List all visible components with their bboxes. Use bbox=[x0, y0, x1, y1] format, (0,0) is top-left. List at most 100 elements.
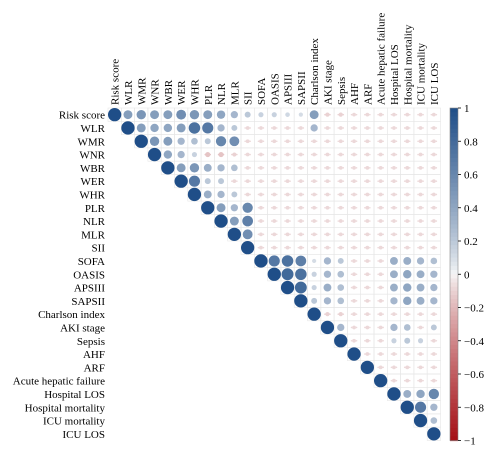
correlation-circle bbox=[242, 215, 254, 227]
negative-mark bbox=[390, 233, 393, 236]
negative-mark bbox=[355, 233, 358, 236]
negative-mark bbox=[403, 233, 406, 236]
correlation-circle bbox=[337, 270, 345, 278]
negative-mark bbox=[244, 127, 246, 129]
colorbar-segment bbox=[450, 220, 458, 225]
negative-mark bbox=[262, 206, 265, 209]
correlation-circle bbox=[431, 205, 436, 210]
negative-mark bbox=[275, 140, 278, 143]
colorbar-segment bbox=[450, 344, 458, 350]
colorbar-tick-label: 0.2 bbox=[464, 236, 478, 248]
correlation-circle bbox=[378, 325, 383, 330]
negative-mark bbox=[382, 326, 384, 329]
negative-mark bbox=[430, 246, 433, 249]
negative-mark bbox=[297, 193, 300, 196]
negative-mark bbox=[329, 113, 331, 116]
negative-mark bbox=[222, 153, 225, 156]
negative-mark bbox=[435, 353, 438, 355]
negative-mark bbox=[355, 193, 358, 196]
negative-mark bbox=[350, 260, 353, 262]
negative-mark bbox=[364, 127, 366, 129]
correlation-circle bbox=[218, 151, 224, 158]
correlation-circle bbox=[325, 165, 330, 170]
correlation-circle bbox=[392, 179, 396, 184]
colorbar-segment bbox=[450, 398, 458, 404]
correlation-circle bbox=[392, 139, 396, 144]
colorbar-segment bbox=[450, 390, 458, 396]
column-label: WHR bbox=[189, 79, 201, 105]
negative-mark bbox=[422, 127, 424, 129]
negative-mark bbox=[369, 127, 371, 129]
correlation-circle bbox=[312, 232, 317, 237]
correlation-circle bbox=[430, 324, 437, 331]
diagonal-circle bbox=[413, 413, 428, 428]
correlation-circle bbox=[378, 312, 383, 317]
negative-mark bbox=[364, 353, 366, 355]
correlation-circle bbox=[403, 324, 411, 331]
negative-mark bbox=[377, 140, 379, 143]
negative-mark bbox=[382, 180, 384, 182]
correlation-circle bbox=[298, 219, 303, 223]
negative-mark bbox=[337, 127, 340, 129]
correlation-circle bbox=[431, 126, 436, 130]
correlation-circle bbox=[352, 312, 356, 317]
negative-mark bbox=[297, 246, 300, 249]
negative-mark bbox=[350, 206, 353, 209]
column-label: Risk score bbox=[110, 59, 122, 105]
negative-mark bbox=[382, 113, 384, 116]
negative-mark bbox=[403, 379, 406, 382]
colorbar-segment bbox=[450, 236, 458, 242]
column-label: WMR bbox=[136, 77, 148, 105]
correlation-circle bbox=[378, 259, 383, 263]
correlation-circle bbox=[431, 378, 436, 383]
negative-mark bbox=[422, 220, 424, 222]
correlation-circle bbox=[405, 179, 410, 184]
negative-mark bbox=[403, 153, 406, 156]
row-label: ICU LOS bbox=[63, 429, 105, 441]
negative-mark bbox=[302, 233, 305, 236]
negative-mark bbox=[257, 153, 260, 156]
colorbar-segment bbox=[450, 112, 458, 117]
column-label: MLR bbox=[229, 81, 241, 106]
colorbar-segment bbox=[450, 166, 458, 171]
negative-mark bbox=[403, 366, 406, 369]
correlation-circle bbox=[230, 111, 238, 119]
row-label: WER bbox=[81, 176, 106, 188]
colorbar-segment bbox=[450, 108, 458, 113]
correlation-circle bbox=[285, 152, 290, 157]
correlation-circle bbox=[405, 126, 410, 130]
negative-mark bbox=[369, 193, 371, 196]
negative-mark bbox=[395, 246, 398, 249]
negative-mark bbox=[408, 180, 411, 182]
colorbar-segment bbox=[450, 186, 458, 192]
negative-mark bbox=[270, 180, 273, 182]
negative-mark bbox=[408, 220, 411, 222]
colorbar-segment bbox=[450, 315, 458, 321]
colorbar-segment bbox=[450, 170, 458, 176]
negative-mark bbox=[337, 193, 340, 196]
correlation-circle bbox=[405, 139, 410, 144]
correlation-circle bbox=[418, 325, 423, 330]
correlation-circle bbox=[430, 283, 438, 292]
correlation-circle bbox=[418, 378, 423, 383]
negative-mark bbox=[315, 193, 318, 196]
colorbar-segment bbox=[450, 428, 458, 433]
correlation-circle bbox=[298, 192, 303, 197]
negative-mark bbox=[377, 353, 379, 355]
correlation-circle bbox=[418, 192, 423, 197]
negative-mark bbox=[355, 180, 358, 182]
correlation-circle bbox=[323, 283, 332, 292]
negative-mark bbox=[297, 206, 300, 209]
correlation-circle bbox=[416, 283, 425, 292]
correlation-circle bbox=[352, 152, 356, 157]
correlation-circle bbox=[188, 122, 201, 134]
correlation-circle bbox=[403, 270, 412, 279]
correlation-circle bbox=[431, 338, 436, 343]
negative-mark bbox=[324, 220, 326, 222]
negative-mark bbox=[369, 140, 371, 143]
correlation-circle bbox=[217, 164, 225, 172]
negative-mark bbox=[329, 140, 331, 143]
correlation-circle bbox=[285, 192, 290, 197]
negative-mark bbox=[284, 246, 286, 249]
